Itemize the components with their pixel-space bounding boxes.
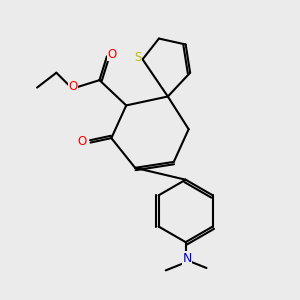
Text: O: O xyxy=(108,48,117,61)
Text: O: O xyxy=(68,80,77,93)
Text: O: O xyxy=(78,135,87,148)
Text: N: N xyxy=(182,252,192,265)
Text: S: S xyxy=(134,51,142,64)
